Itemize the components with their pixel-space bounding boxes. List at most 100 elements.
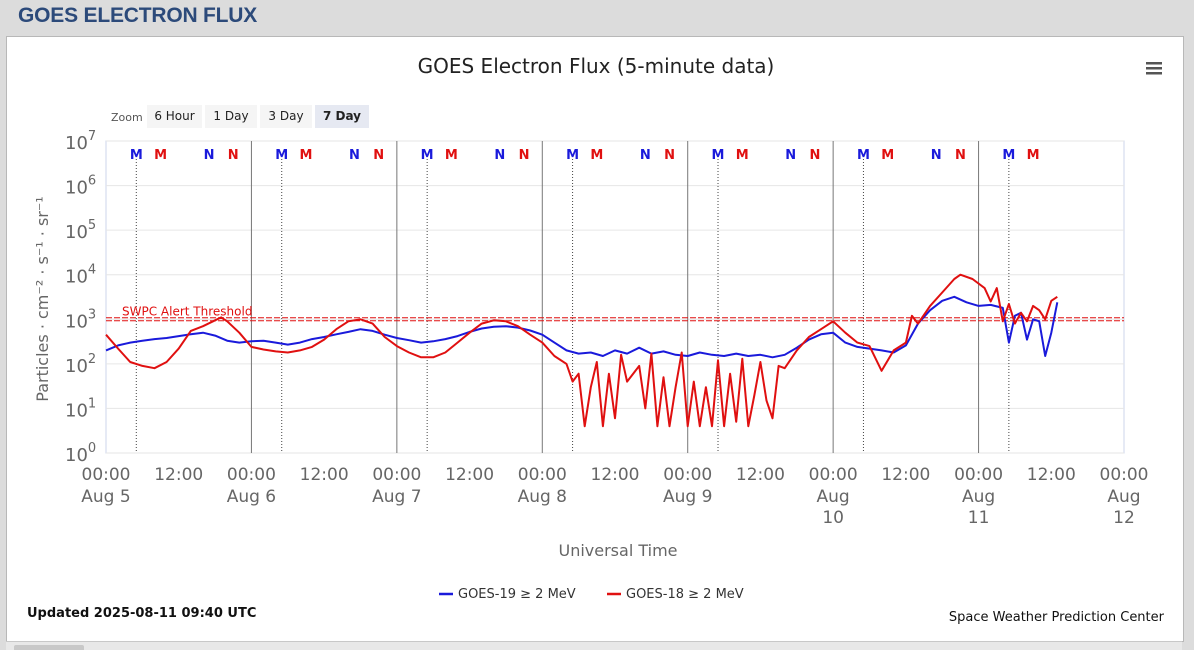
y-tick-label: 103 [65, 307, 96, 332]
y-tick-base: 10 [65, 222, 88, 243]
y-tick-base: 10 [65, 267, 88, 288]
orbit-marker-m: M [590, 148, 603, 163]
x-tick-time: 00:00 [227, 465, 276, 485]
x-tick-time: 00:00 [663, 465, 712, 485]
zoom-label: Zoom [111, 111, 143, 124]
series-group [105, 273, 1059, 428]
credit-label: Space Weather Prediction Center [949, 610, 1165, 625]
y-tick-base: 10 [65, 356, 88, 377]
y-tick-base: 10 [65, 400, 88, 421]
y-tick-exponent: 1 [88, 396, 96, 411]
y-axis-title: Particles · cm⁻² · s⁻¹ · sr⁻¹ [33, 196, 52, 401]
page-title: GOES ELECTRON FLUX [18, 4, 258, 27]
zoom-button-3-day[interactable]: 3 Day [260, 105, 312, 128]
updated-label: Updated 2025-08-11 09:40 UTC [27, 606, 256, 621]
x-tick-time: 00:00 [518, 465, 567, 485]
hamburger-menu-icon [1146, 62, 1162, 75]
y-tick-exponent: 7 [88, 129, 96, 144]
orbit-marker-m: M [566, 148, 579, 163]
x-tick-date: Aug [817, 487, 850, 507]
orbit-marker-n: N [373, 148, 384, 163]
chart-svg: GOES Electron Flux (5-minute data) Zoom … [27, 54, 1165, 625]
zoom-button-bg [315, 105, 369, 128]
grid [105, 140, 1125, 454]
orbit-marker-m: M [421, 148, 434, 163]
bottom-scroll-strip [6, 641, 1182, 650]
zoom-button-bg [260, 105, 312, 128]
x-tick-time: 12:00 [154, 465, 203, 485]
x-tick-time: 12:00 [736, 465, 785, 485]
x-tick-date: Aug 8 [518, 487, 567, 507]
zoom-button-bg [147, 105, 202, 128]
y-tick-base: 10 [65, 133, 88, 154]
chart-title: GOES Electron Flux (5-minute data) [418, 54, 775, 78]
legend-label: GOES-18 ≥ 2 MeV [626, 587, 744, 602]
orbit-marker-m: M [130, 148, 143, 163]
y-tick-base: 10 [65, 311, 88, 332]
x-tick-time: 12:00 [591, 465, 640, 485]
x-tick-date: Aug [1107, 487, 1140, 507]
y-tick-label: 101 [65, 396, 96, 421]
series-line-goes19 [105, 295, 1059, 359]
x-tick-time: 00:00 [809, 465, 858, 485]
x-tick-date: 11 [968, 508, 990, 528]
y-tick-label: 104 [65, 263, 96, 288]
x-tick-time: 00:00 [954, 465, 1003, 485]
legend-item-goes18[interactable]: GOES-18 ≥ 2 MeV [607, 587, 744, 602]
x-tick-date: Aug 9 [663, 487, 712, 507]
threshold-label: SWPC Alert Threshold [122, 304, 252, 318]
zoom-buttons: 6 Hour 1 Day 3 Day 7 Day [147, 105, 369, 128]
y-tick-base: 10 [65, 178, 88, 199]
orbit-marker-m: M [445, 148, 458, 163]
legend-item-goes19[interactable]: GOES-19 ≥ 2 MeV [439, 587, 576, 602]
zoom-button-1-day[interactable]: 1 Day [205, 105, 257, 128]
x-tick-date: Aug 6 [227, 487, 276, 507]
orbit-marker-m: M [736, 148, 749, 163]
y-tick-label: 100 [65, 441, 96, 466]
zoom-button-7-day[interactable]: 7 Day [315, 105, 369, 128]
zoom-button-6-hour[interactable]: 6 Hour [147, 105, 202, 128]
x-tick-time: 12:00 [1027, 465, 1076, 485]
orbit-marker-n: N [664, 148, 675, 163]
alert-threshold: SWPC Alert Threshold [106, 304, 1124, 322]
x-tick-date: Aug 5 [81, 487, 130, 507]
y-tick-label: 105 [65, 218, 96, 243]
x-tick-date: 10 [822, 508, 844, 528]
x-tick-time: 12:00 [881, 465, 930, 485]
zoom-button-label: 6 Hour [154, 109, 194, 123]
orbit-marker-m: M [881, 148, 894, 163]
orbit-marker-n: N [785, 148, 796, 163]
x-tick-time: 12:00 [300, 465, 349, 485]
zoom-button-label: 7 Day [323, 109, 361, 123]
x-tick-time: 00:00 [82, 465, 131, 485]
plot-area [105, 140, 1125, 454]
orbit-marker-n: N [349, 148, 360, 163]
y-tick-base: 10 [65, 445, 88, 466]
orbit-marker-n: N [640, 148, 651, 163]
y-tick-label: 102 [65, 352, 96, 377]
zoom-button-bg [205, 105, 257, 128]
y-tick-exponent: 4 [88, 263, 96, 278]
legend: GOES-19 ≥ 2 MeV GOES-18 ≥ 2 MeV [439, 587, 744, 602]
orbit-marker-m: M [857, 148, 870, 163]
orbit-marker-m: M [154, 148, 167, 163]
orbit-marker-m: M [275, 148, 288, 163]
legend-label: GOES-19 ≥ 2 MeV [458, 587, 576, 602]
x-tick-date: Aug [962, 487, 995, 507]
x-tick-time: 12:00 [445, 465, 494, 485]
y-tick-label: 106 [65, 174, 96, 199]
zoom-button-label: 3 Day [268, 109, 303, 123]
scrollbar-thumb[interactable] [14, 645, 84, 650]
orbit-marker-m: M [712, 148, 725, 163]
orbit-marker-n: N [931, 148, 942, 163]
y-tick-exponent: 5 [88, 218, 96, 233]
y-tick-exponent: 6 [88, 174, 96, 189]
y-tick-exponent: 0 [88, 441, 96, 456]
menu-button[interactable] [1143, 59, 1165, 81]
x-tick-time: 00:00 [1100, 465, 1149, 485]
series-line-goes18 [105, 273, 1058, 428]
zoom-button-label: 1 Day [213, 109, 248, 123]
y-tick-label: 107 [65, 129, 96, 154]
